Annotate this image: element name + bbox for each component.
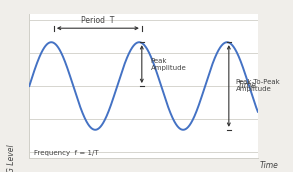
Text: Period  T: Period T bbox=[81, 16, 115, 25]
Text: Frequency  f = 1/T: Frequency f = 1/T bbox=[34, 150, 98, 156]
Text: Peak-To-Peak
Amplitude: Peak-To-Peak Amplitude bbox=[236, 79, 281, 93]
Text: Peak
Amplitude: Peak Amplitude bbox=[151, 58, 186, 71]
Text: G Level: G Level bbox=[6, 144, 16, 172]
Text: Time: Time bbox=[237, 82, 256, 90]
Text: Time: Time bbox=[260, 161, 278, 170]
